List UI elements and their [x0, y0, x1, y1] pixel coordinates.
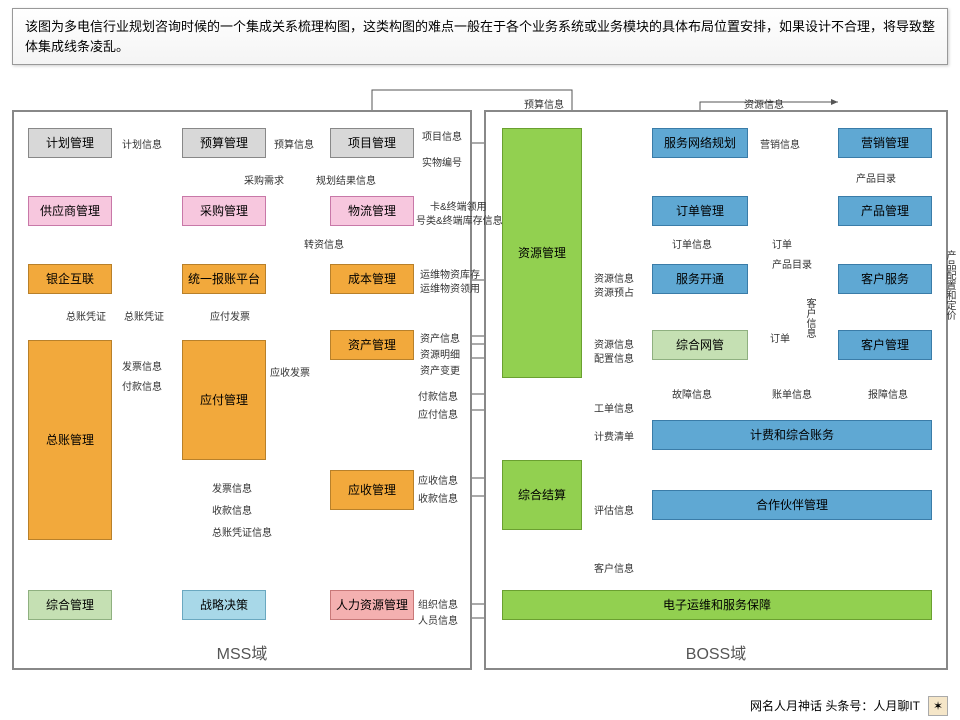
- description-text: 该图为多电信行业规划咨询时候的一个集成关系梳理构图，这类构图的难点一般在于各个业…: [25, 19, 935, 54]
- node-hr: 人力资源管理: [330, 590, 414, 620]
- edge-label: 项目信息: [422, 128, 462, 143]
- edge-label: 资源预占: [594, 284, 634, 299]
- edge-label: 收款信息: [418, 490, 458, 505]
- edge-label: 付款信息: [418, 388, 458, 403]
- node-order: 订单管理: [652, 196, 748, 226]
- edge-label: 付款信息: [122, 378, 162, 393]
- node-resource: 资源管理: [502, 128, 582, 378]
- node-gl: 总账管理: [28, 340, 112, 540]
- edge-label: 订单: [772, 236, 792, 251]
- edge-label: 资源信息: [744, 96, 784, 111]
- edge-label: 配置信息: [594, 350, 634, 365]
- node-comp: 综合管理: [28, 590, 112, 620]
- node-custsvc: 客户服务: [838, 264, 932, 294]
- edge-label: 预算信息: [524, 96, 564, 111]
- node-project: 项目管理: [330, 128, 414, 158]
- edge-label: 运维物资领用: [420, 280, 480, 295]
- edge-label: 总账凭证: [66, 308, 106, 323]
- edge-label: 总账凭证信息: [212, 524, 272, 539]
- node-asset: 资产管理: [330, 330, 414, 360]
- edge-label: 产品目录: [856, 170, 896, 185]
- footer-icon: ✶: [928, 696, 948, 716]
- edge-label: 产品目录: [772, 256, 812, 271]
- edge-label: 总账凭证: [124, 308, 164, 323]
- edge-label: 转资信息: [304, 236, 344, 251]
- edge-label: 资产信息: [420, 330, 460, 345]
- edge-label: 号类&终端库存信息: [416, 212, 503, 227]
- node-svcopen: 服务开通: [652, 264, 748, 294]
- node-mkt: 营销管理: [838, 128, 932, 158]
- node-budget: 预算管理: [182, 128, 266, 158]
- node-ap: 应付管理: [182, 340, 266, 460]
- edge-label: 人员信息: [418, 612, 458, 627]
- edge-label: 应付发票: [210, 308, 250, 323]
- edge-label: 客户信息: [802, 298, 817, 338]
- edge-label: 订单信息: [672, 236, 712, 251]
- node-purchase: 采购管理: [182, 196, 266, 226]
- edge-label: 报障信息: [868, 386, 908, 401]
- edge-label: 规划结果信息: [316, 172, 376, 187]
- edge-label: 卡&终端领用: [430, 198, 487, 213]
- domain-label: MSS域: [217, 640, 268, 664]
- node-eom: 电子运维和服务保障: [502, 590, 932, 620]
- edge-label: 计划信息: [122, 136, 162, 151]
- edge-label: 发票信息: [212, 480, 252, 495]
- node-plan: 计划管理: [28, 128, 112, 158]
- footer-text: 网名人月神话 头条号：人月聊IT: [750, 697, 920, 714]
- edge-label: 实物编号: [422, 154, 462, 169]
- node-logistics: 物流管理: [330, 196, 414, 226]
- edge-label: 账单信息: [772, 386, 812, 401]
- edge-label: 预算信息: [274, 136, 314, 151]
- edge-label: 订单: [770, 330, 790, 345]
- edge-label: 应付信息: [418, 406, 458, 421]
- edge-label: 故障信息: [672, 386, 712, 401]
- node-nms: 综合网管: [652, 330, 748, 360]
- edge-label: 资源信息: [594, 270, 634, 285]
- edge-label: 应收发票: [270, 364, 310, 379]
- node-cost: 成本管理: [330, 264, 414, 294]
- edge-label: 资源明细: [420, 346, 460, 361]
- edge-label: 资产变更: [420, 362, 460, 377]
- edge-label: 计费清单: [594, 428, 634, 443]
- edge-label: 资源信息: [594, 336, 634, 351]
- edge-label: 组织信息: [418, 596, 458, 611]
- node-supplier: 供应商管理: [28, 196, 112, 226]
- node-svcnet: 服务网络规划: [652, 128, 748, 158]
- node-bank: 银企互联: [28, 264, 112, 294]
- node-ar: 应收管理: [330, 470, 414, 510]
- edge-label: 发票信息: [122, 358, 162, 373]
- edge-label: 营销信息: [760, 136, 800, 151]
- node-partner: 合作伙伴管理: [652, 490, 932, 520]
- edge-label: 运维物资库存: [420, 266, 480, 281]
- edge-label: 评估信息: [594, 502, 634, 517]
- edge-label: 应收信息: [418, 472, 458, 487]
- description-box: 该图为多电信行业规划咨询时候的一个集成关系梳理构图，这类构图的难点一般在于各个业…: [12, 8, 948, 65]
- node-report: 统一报账平台: [182, 264, 266, 294]
- edge-label: 客户信息: [594, 560, 634, 575]
- node-settle: 综合结算: [502, 460, 582, 530]
- edge-label: 收款信息: [212, 502, 252, 517]
- node-product: 产品管理: [838, 196, 932, 226]
- node-custmgr: 客户管理: [838, 330, 932, 360]
- node-strategy: 战略决策: [182, 590, 266, 620]
- edge-label: 产品配置和定价: [942, 250, 957, 320]
- node-billing: 计费和综合账务: [652, 420, 932, 450]
- diagram-canvas: MSS域 BOSS域 计划管理 预算管理 项目管理供应商管理 采购管理 物流管理银企互联 统一…: [12, 80, 948, 680]
- domain-label: BOSS域: [686, 640, 746, 664]
- edge-label: 采购需求: [244, 172, 284, 187]
- edge-label: 工单信息: [594, 400, 634, 415]
